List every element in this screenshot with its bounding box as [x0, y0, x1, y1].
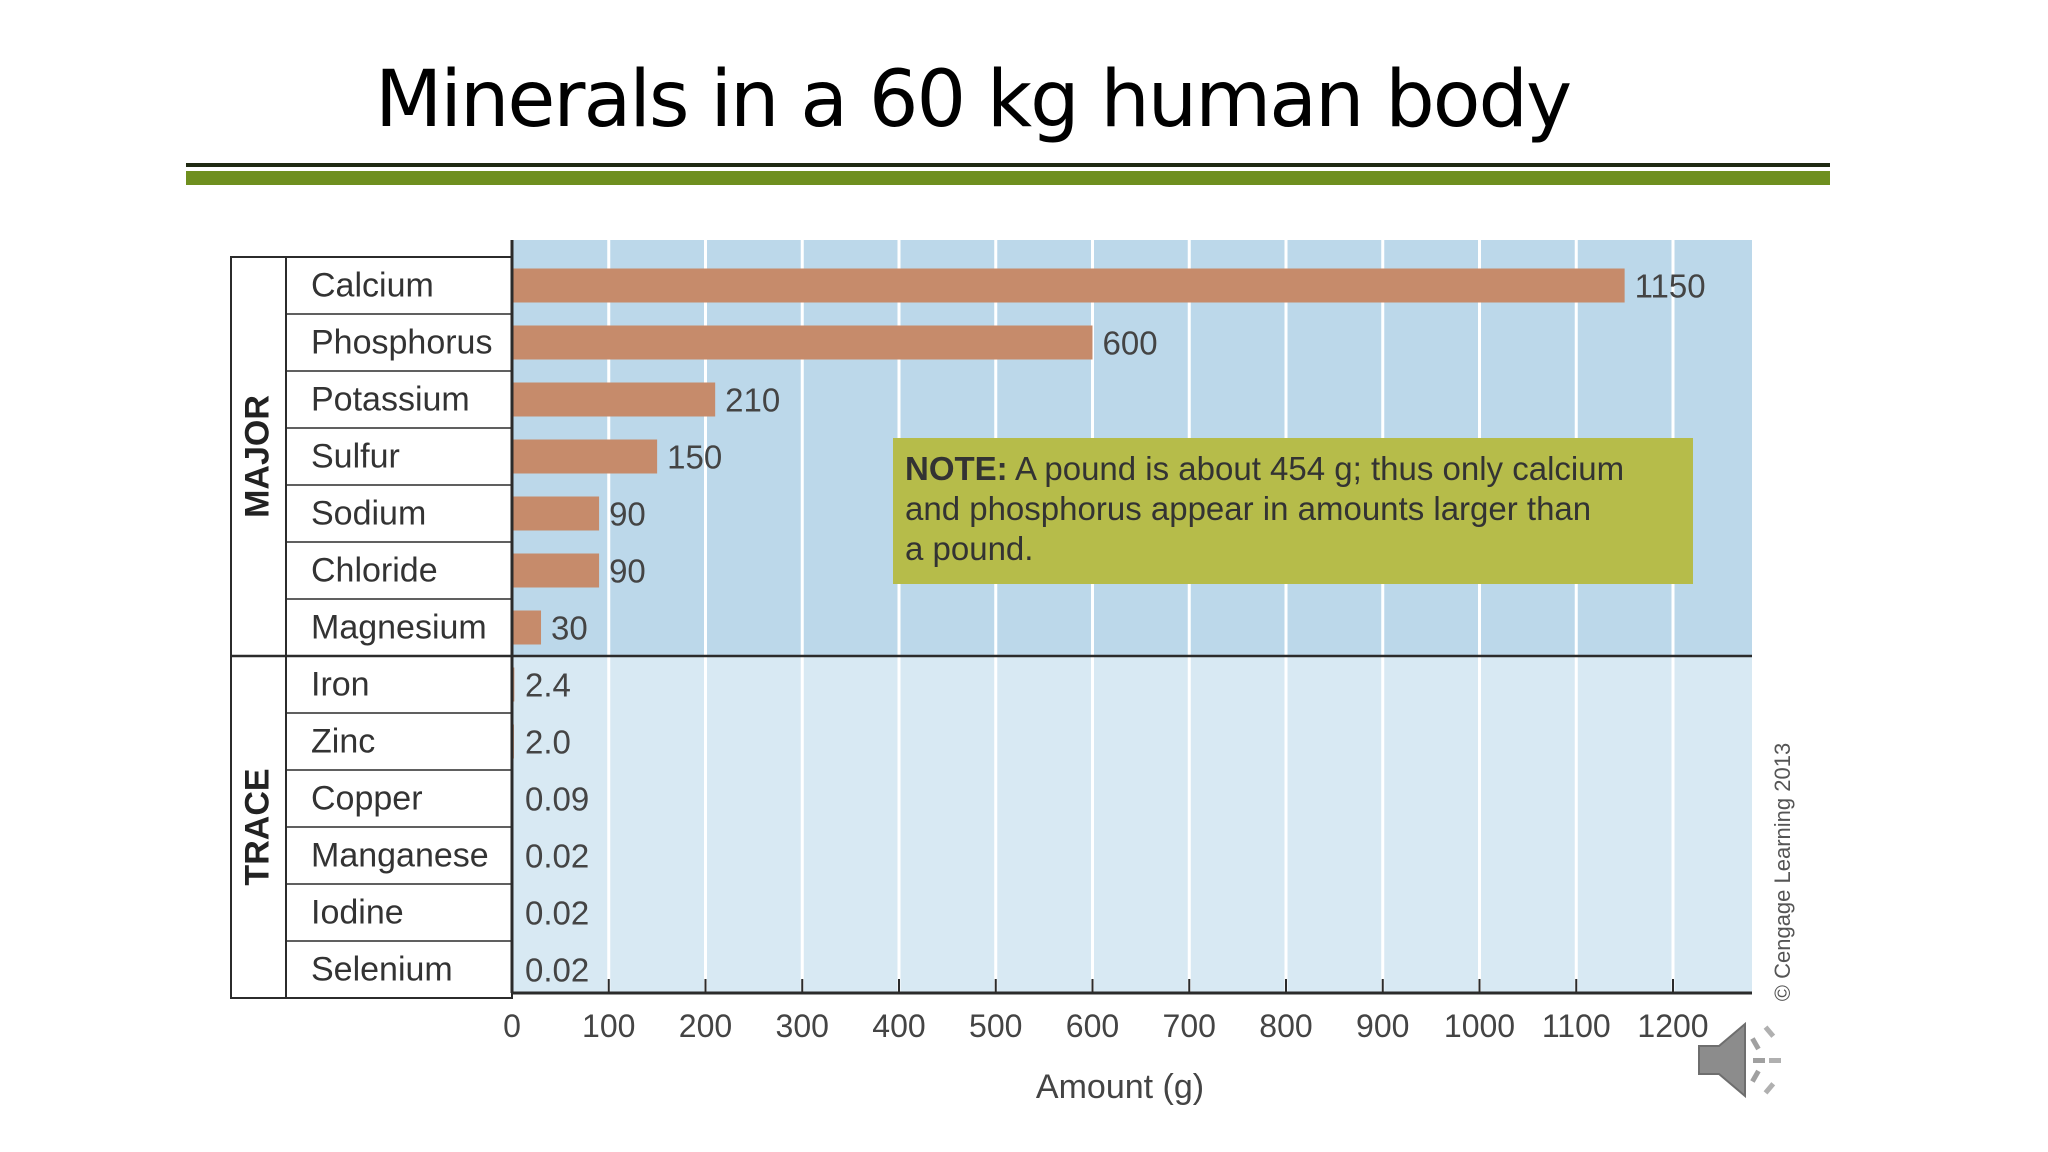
category-label: Sulfur [311, 438, 400, 476]
bar [512, 439, 658, 474]
x-tick-label: 1200 [1637, 1008, 1708, 1044]
x-axis-title: Amount (g) [1036, 1068, 1204, 1106]
value-label: 150 [667, 439, 722, 476]
category-label: Selenium [311, 951, 453, 989]
category-label: Sodium [311, 495, 426, 533]
category-label: Magnesium [311, 609, 487, 647]
x-tick-label: 1000 [1444, 1008, 1515, 1044]
value-label: 0.02 [525, 952, 589, 989]
x-tick-label: 200 [679, 1008, 732, 1044]
group-label-major: MAJOR [239, 395, 277, 518]
category-label: Manganese [311, 837, 489, 875]
category-label: Calcium [311, 267, 434, 305]
x-tick-label: 300 [776, 1008, 829, 1044]
slide-title: Minerals in a 60 kg human body [375, 55, 1572, 145]
category-label: Zinc [311, 723, 375, 761]
value-label: 2.0 [525, 724, 571, 761]
note-box [893, 438, 1693, 584]
value-label: 30 [551, 610, 588, 647]
value-label: 90 [609, 553, 646, 590]
copyright-credit: © Cengage Learning 2013 [1770, 743, 1795, 1001]
value-label: 0.02 [525, 895, 589, 932]
note-text: NOTE: A pound is about 454 g; thus only … [905, 450, 1624, 487]
value-label: 1150 [1635, 268, 1706, 305]
x-tick-label: 100 [582, 1008, 635, 1044]
x-tick-label: 800 [1259, 1008, 1312, 1044]
category-label: Copper [311, 780, 423, 818]
value-label: 600 [1103, 325, 1158, 362]
x-tick-label: 0 [503, 1008, 521, 1044]
value-label: 0.09 [525, 781, 589, 818]
bar [512, 268, 1625, 303]
bar [512, 382, 716, 417]
x-tick-label: 600 [1066, 1008, 1119, 1044]
value-label: 210 [725, 382, 780, 419]
title-divider-green [186, 171, 1830, 185]
category-label: Chloride [311, 552, 438, 590]
category-label: Iron [311, 666, 370, 704]
x-tick-label: 1100 [1542, 1008, 1611, 1044]
category-label: Potassium [311, 381, 470, 419]
group-label-trace: TRACE [239, 768, 277, 885]
title-divider-dark [186, 163, 1830, 167]
value-label: 2.4 [525, 667, 571, 704]
value-label: 90 [609, 496, 646, 533]
x-tick-label: 700 [1163, 1008, 1216, 1044]
note-text-line: and phosphorus appear in amounts larger … [905, 490, 1591, 527]
x-tick-label: 400 [872, 1008, 925, 1044]
speaker-icon[interactable] [1695, 1010, 1815, 1110]
value-label: 0.02 [525, 838, 589, 875]
bar [512, 325, 1093, 360]
bar [512, 553, 600, 588]
x-tick-label: 900 [1356, 1008, 1409, 1044]
note-text-line: a pound. [905, 530, 1033, 567]
category-label: Phosphorus [311, 324, 492, 362]
plot-bg-trace [512, 656, 1752, 993]
x-tick-label: 500 [969, 1008, 1022, 1044]
category-label: Iodine [311, 894, 404, 932]
bar [512, 496, 600, 531]
bar [512, 610, 542, 645]
